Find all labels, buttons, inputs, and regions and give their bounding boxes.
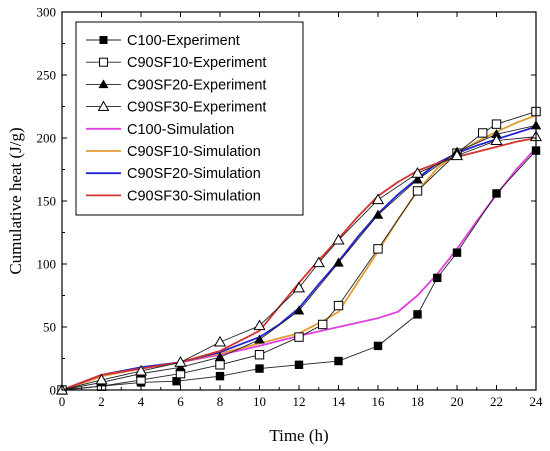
data-point-c100-experiment xyxy=(413,310,422,319)
legend: C100-Experiment C90SF10-Experiment C90SF20… xyxy=(75,21,304,216)
data-point-c90sf30-experiment xyxy=(134,364,148,376)
legend-item-c90sf10-simulation: C90SF10-Simulation xyxy=(86,144,261,160)
data-point-c90sf30-experiment xyxy=(174,356,187,367)
data-point-c90sf20-experiment xyxy=(333,257,344,267)
legend-label: C100-Simulation xyxy=(127,122,234,138)
x-tick-label: 4 xyxy=(138,394,145,409)
y-tick-label: 0 xyxy=(50,383,57,398)
data-point-c100-experiment xyxy=(255,364,264,373)
legend-marker xyxy=(99,57,108,67)
x-tick-label: 10 xyxy=(253,394,266,409)
legend-box xyxy=(75,21,304,216)
x-tick-label: 14 xyxy=(332,394,346,409)
legend-item-c100-experiment: C100-Experiment xyxy=(86,33,240,49)
data-point-c100-experiment xyxy=(215,371,225,381)
data-point-c90sf10-experiment xyxy=(254,350,265,360)
data-point-c100-experiment xyxy=(294,360,304,369)
y-axis-title: Cumulative heat (J/g) xyxy=(6,127,25,274)
legend-item-c90sf10-experiment: C90SF10-Experiment xyxy=(86,55,266,71)
x-tick-label: 6 xyxy=(177,394,184,409)
data-point-c90sf10-experiment xyxy=(491,119,502,129)
x-tick-label: 18 xyxy=(411,394,424,409)
x-tick-label: 2 xyxy=(98,394,105,409)
data-point-c90sf20-experiment xyxy=(293,305,305,315)
data-point-c90sf10-experiment xyxy=(294,332,304,342)
legend-item-c90sf30-simulation: C90SF30-Simulation xyxy=(86,188,261,204)
x-tick-label: 24 xyxy=(530,394,544,409)
y-tick-label: 200 xyxy=(37,131,57,146)
data-point-c90sf20-experiment xyxy=(372,209,384,219)
data-point-c90sf30-experiment xyxy=(213,335,227,347)
legend-item-c90sf20-experiment: C90SF20-Experiment xyxy=(86,77,266,93)
data-point-c90sf10-experiment xyxy=(477,128,488,138)
legend-marker xyxy=(98,79,109,89)
y-tick-label: 150 xyxy=(37,194,57,209)
data-point-c100-experiment xyxy=(492,189,501,198)
legend-label: C100-Experiment xyxy=(127,33,240,49)
data-point-c90sf30-experiment xyxy=(292,281,306,293)
x-tick-label: 12 xyxy=(293,394,306,409)
data-point-c100-experiment xyxy=(452,248,462,257)
data-point-c90sf30-experiment xyxy=(332,233,345,245)
data-point-c90sf10-experiment xyxy=(318,319,328,330)
data-point-c90sf30-experiment xyxy=(312,256,325,268)
data-point-c90sf30-experiment xyxy=(253,319,266,331)
data-point-c100-experiment xyxy=(373,341,383,351)
data-point-c90sf30-experiment xyxy=(411,167,424,178)
y-tick-label: 300 xyxy=(37,5,57,20)
legend-item-c100-simulation: C100-Simulation xyxy=(86,122,234,138)
x-axis-title: Time (h) xyxy=(269,426,328,445)
x-tick-label: 22 xyxy=(490,394,503,409)
x-tick-label: 16 xyxy=(372,394,386,409)
data-point-c90sf30-experiment xyxy=(371,193,385,205)
data-point-c90sf10-experiment xyxy=(412,186,423,196)
data-point-c90sf20-experiment xyxy=(214,351,226,362)
legend-marker xyxy=(99,36,108,44)
data-point-c100-experiment xyxy=(172,376,181,386)
y-tick-label: 100 xyxy=(37,257,57,272)
data-point-c100-experiment xyxy=(334,356,343,366)
y-tick-label: 50 xyxy=(43,320,56,335)
legend-label: C90SF10-Experiment xyxy=(127,55,266,71)
legend-item-c90sf20-simulation: C90SF20-Simulation xyxy=(86,166,261,182)
legend-label: C90SF30-Simulation xyxy=(127,188,261,204)
data-point-c90sf20-experiment xyxy=(491,128,502,139)
legend-label: C90SF20-Experiment xyxy=(127,77,266,93)
data-point-c90sf10-experiment xyxy=(373,244,383,254)
x-tick-label: 0 xyxy=(59,394,66,409)
legend-label: C90SF30-Experiment xyxy=(127,100,266,116)
series-line-c90sf30-experiment xyxy=(61,136,537,391)
y-tick-label: 250 xyxy=(37,68,57,83)
x-tick-label: 8 xyxy=(217,394,224,409)
data-point-c90sf10-experiment xyxy=(215,360,225,370)
legend-item-c90sf30-experiment: C90SF30-Experiment xyxy=(86,100,266,116)
data-point-c100-experiment xyxy=(433,273,442,283)
legend-marker xyxy=(97,100,110,111)
data-point-c90sf30-experiment xyxy=(490,134,503,145)
data-point-c90sf30-experiment xyxy=(95,373,108,385)
data-point-c90sf20-experiment xyxy=(254,334,265,344)
x-tick-label: 20 xyxy=(451,394,464,409)
data-point-c90sf20-experiment xyxy=(412,174,423,184)
data-point-c90sf10-experiment xyxy=(333,300,344,311)
legend-label: C90SF10-Simulation xyxy=(127,144,261,160)
data-point-c90sf30-experiment xyxy=(450,149,464,161)
legend-label: C90SF20-Simulation xyxy=(127,166,261,182)
